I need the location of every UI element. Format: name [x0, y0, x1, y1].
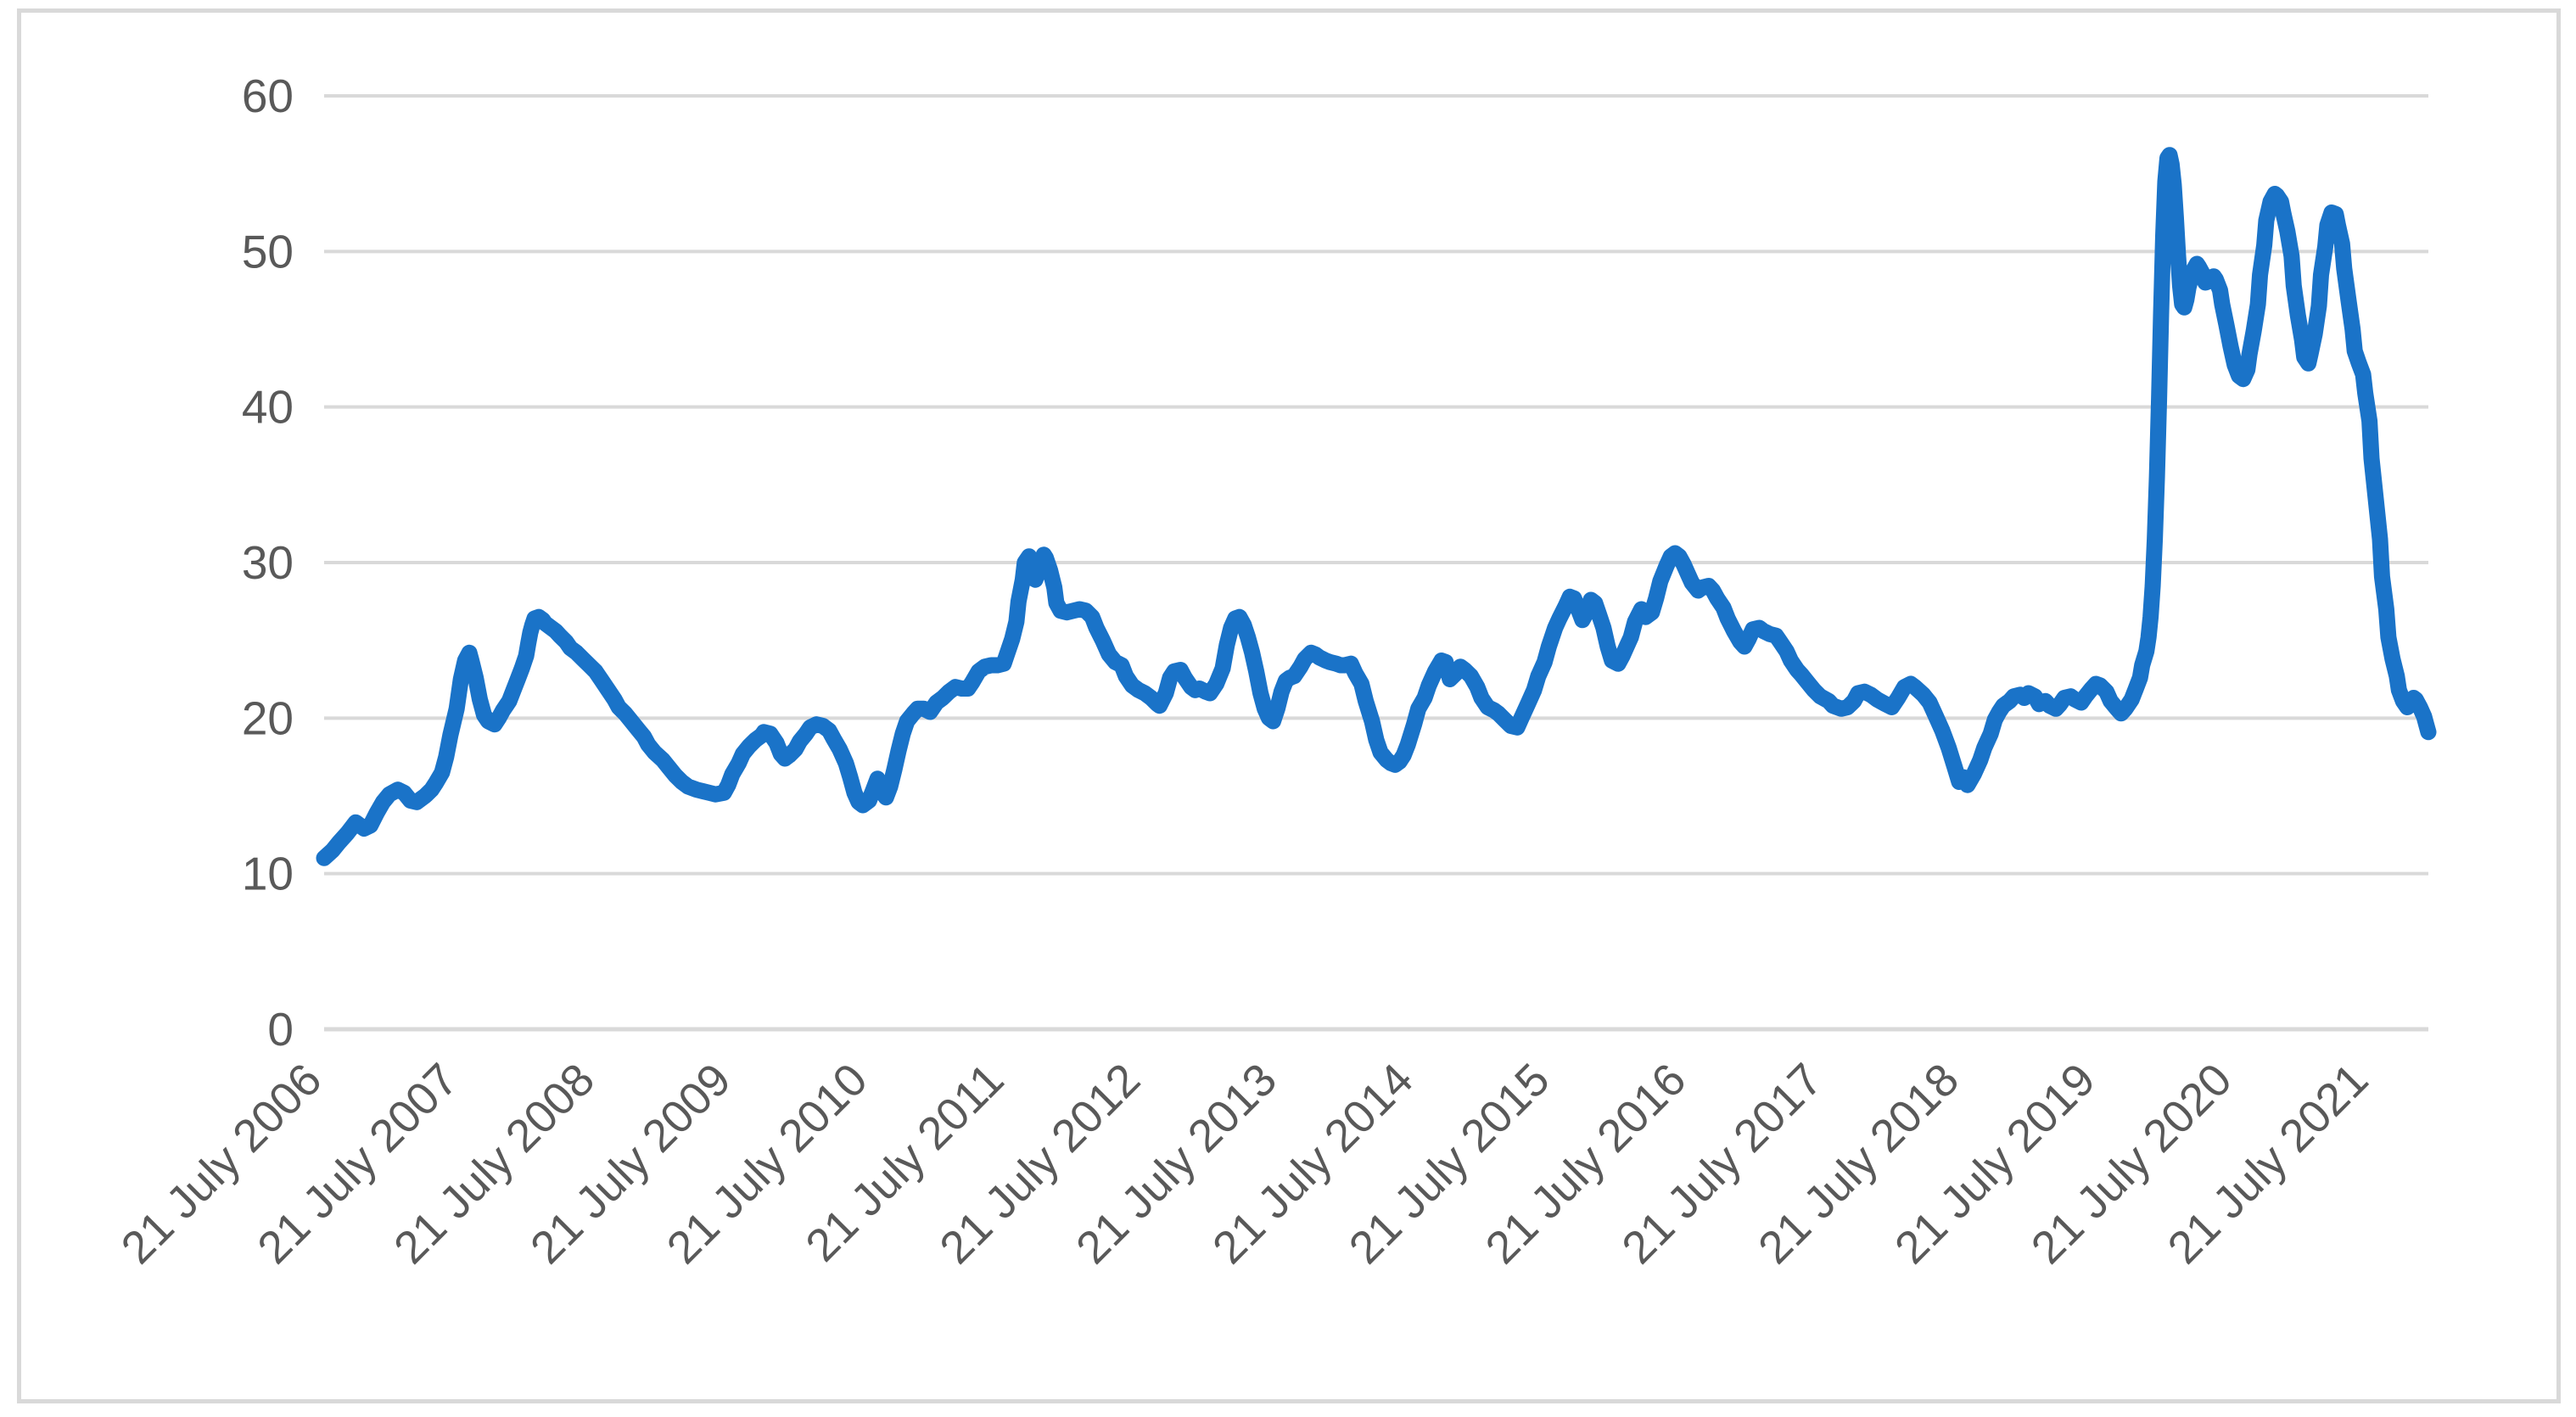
y-tick-label-0: 0: [267, 1003, 294, 1056]
y-tick-label-30: 30: [242, 536, 294, 589]
y-tick-label-40: 40: [242, 381, 294, 434]
data-series-group: [316, 147, 2437, 866]
y-tick-label-50: 50: [242, 225, 294, 277]
y-tick-label-10: 10: [242, 848, 294, 900]
y-tick-label-60: 60: [242, 70, 294, 122]
y-tick-label-20: 20: [242, 692, 294, 744]
series-line: [316, 147, 2437, 866]
gridlines-group: [324, 94, 2428, 1032]
y-axis-tick-labels: 0 10 20 30 40 50 60: [242, 70, 294, 1056]
